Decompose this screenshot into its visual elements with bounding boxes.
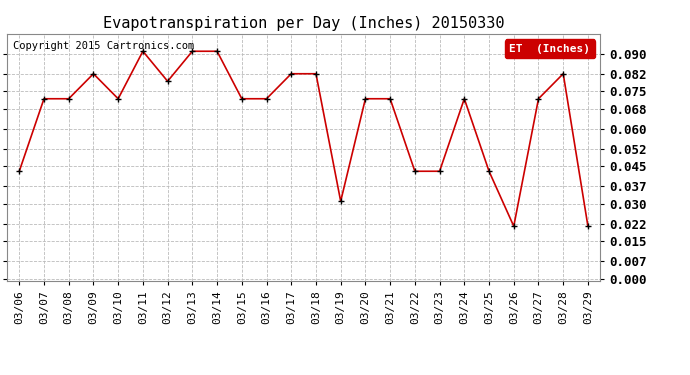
Text: Copyright 2015 Cartronics.com: Copyright 2015 Cartronics.com — [13, 41, 194, 51]
Legend: ET  (Inches): ET (Inches) — [505, 39, 595, 58]
Title: Evapotranspiration per Day (Inches) 20150330: Evapotranspiration per Day (Inches) 2015… — [103, 16, 504, 31]
